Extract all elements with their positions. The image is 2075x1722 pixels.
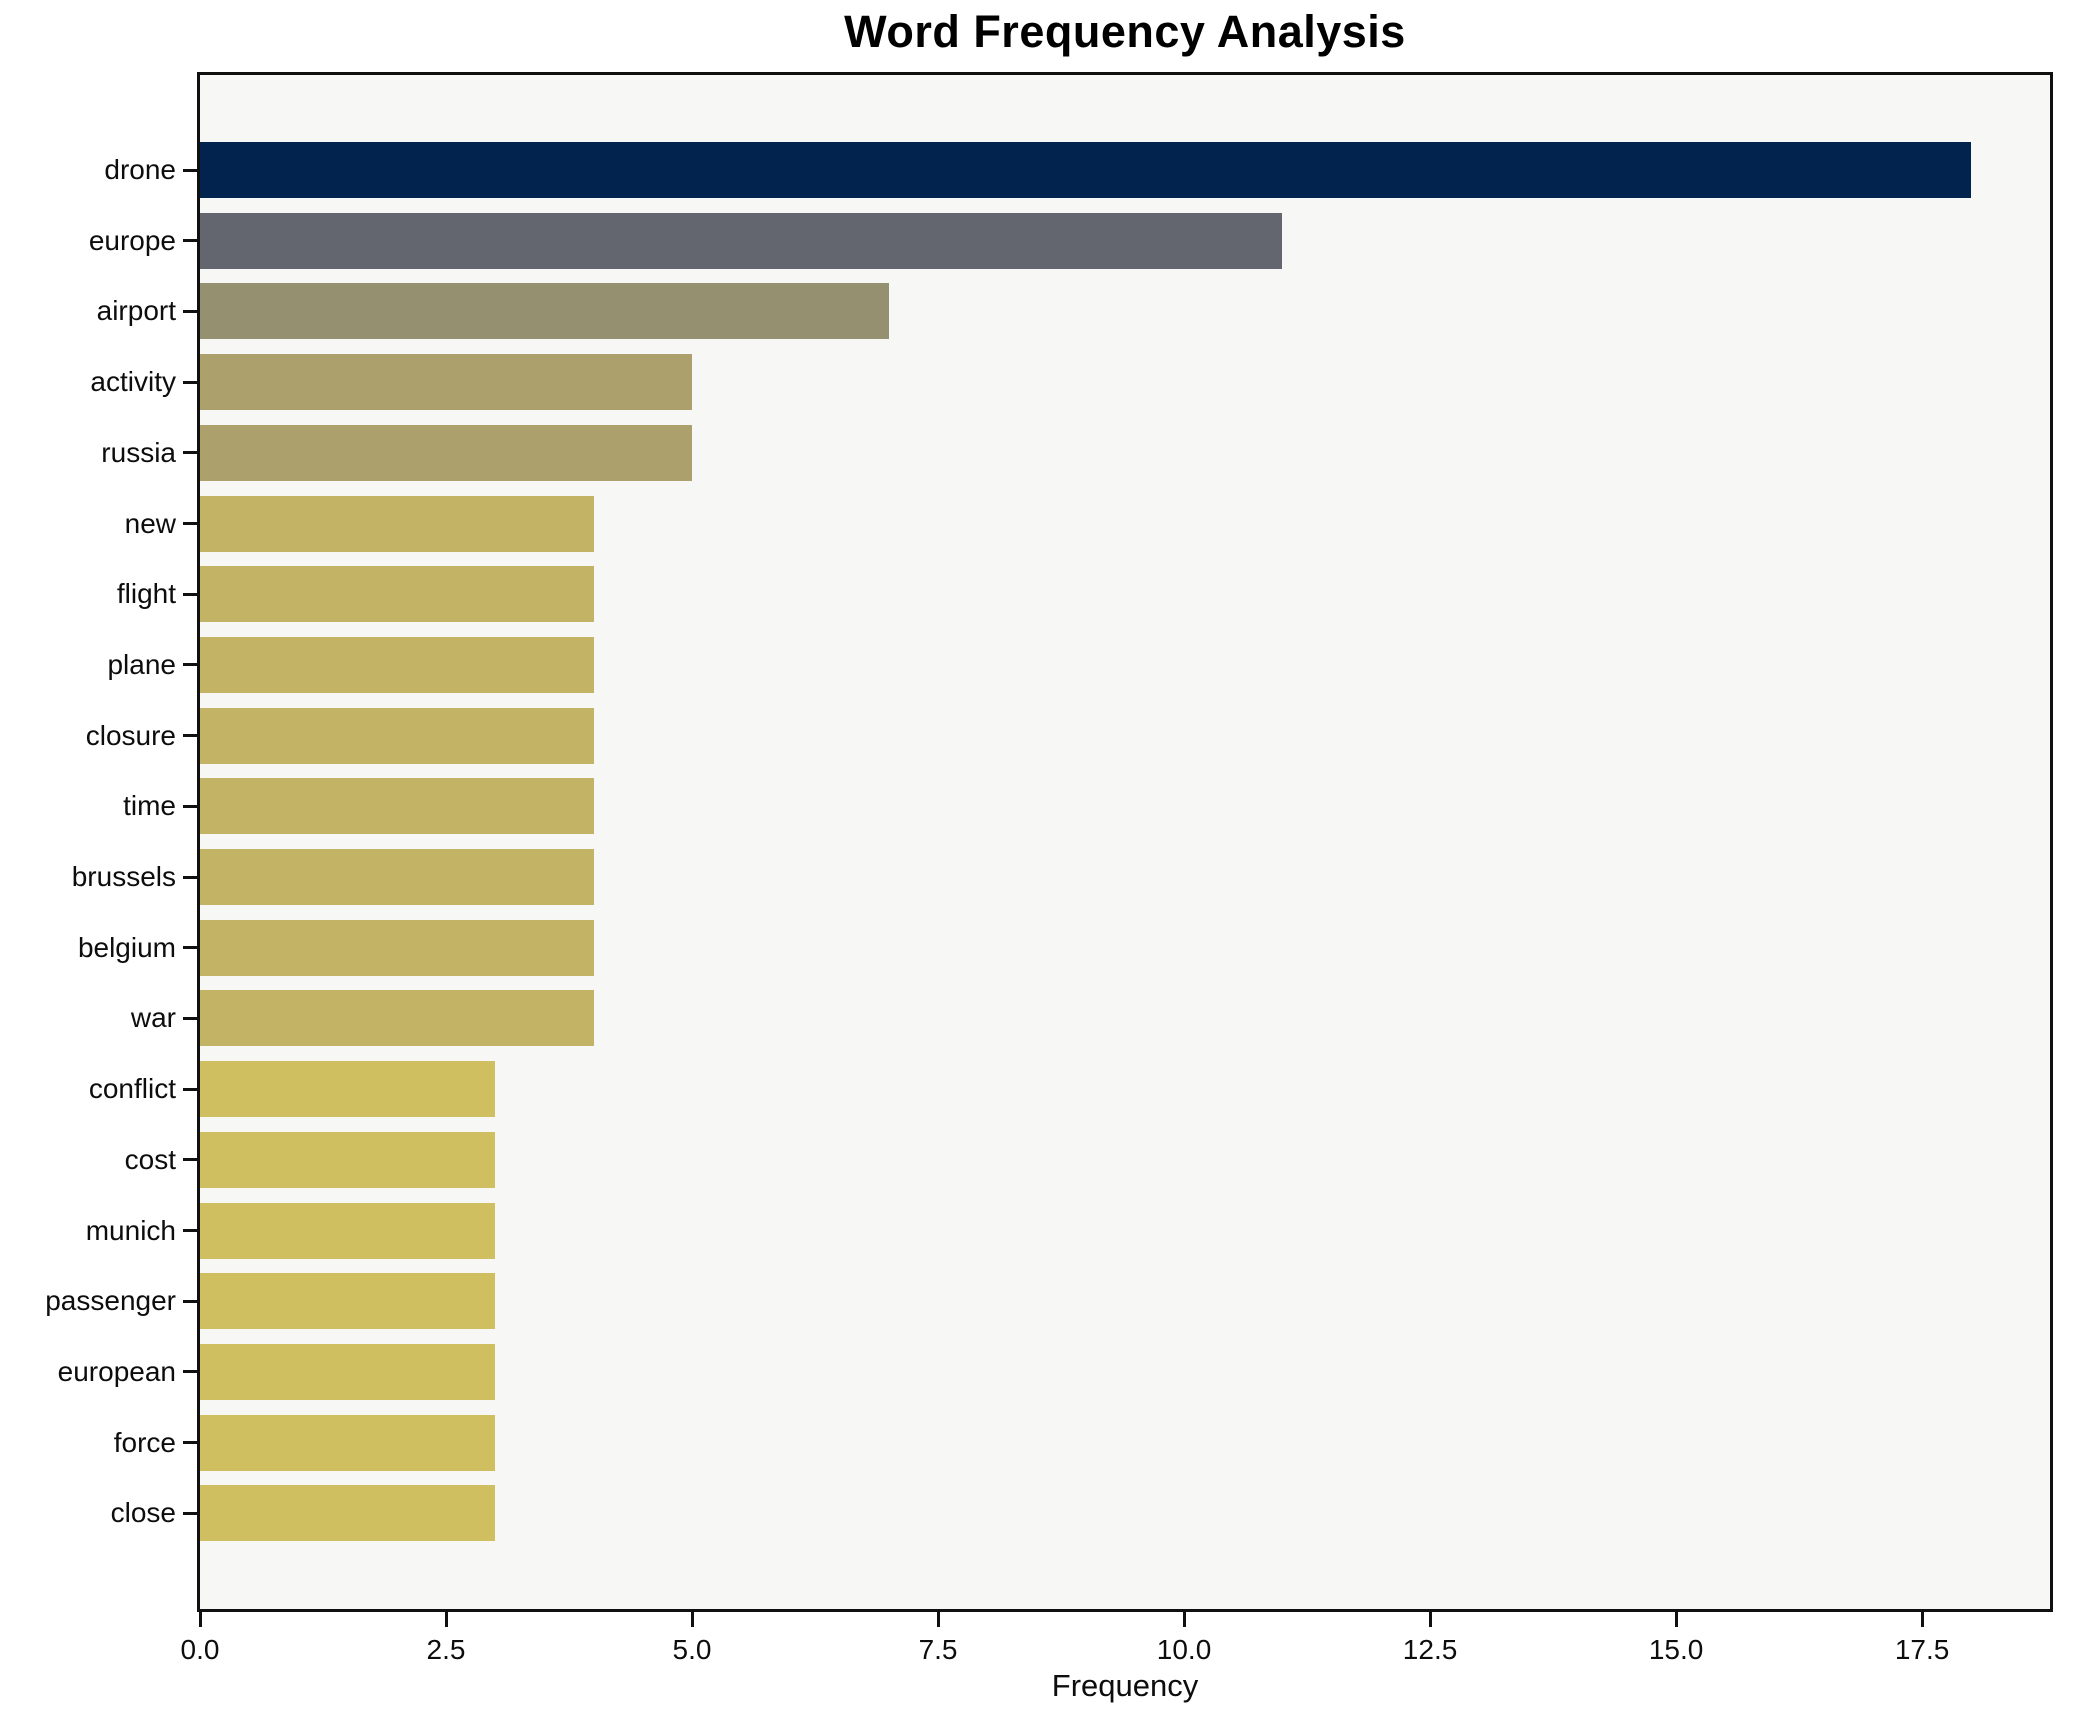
y-tick-label: force [113,1426,176,1458]
x-tick-mark [1182,1612,1186,1627]
bar [200,919,594,976]
y-tick-label: munich [85,1214,176,1246]
y-tick-mark [183,1370,197,1374]
x-tick-label: 5.0 [672,1634,712,1665]
x-axis-label: Frequency [1051,1668,1199,1703]
bar [200,566,594,623]
bar [200,1485,496,1542]
x-tick-label: 15.0 [1648,1634,1704,1665]
bar [200,495,594,552]
y-tick-label: cost [124,1143,176,1175]
y-tick-mark [183,1087,197,1091]
y-tick-mark [183,592,197,596]
y-tick-label: passenger [45,1285,176,1317]
bar [200,424,692,481]
y-tick-mark [183,239,197,243]
x-tick-label: 12.5 [1402,1634,1458,1665]
x-tick-label: 2.5 [426,1634,466,1665]
x-tick-mark [690,1612,694,1627]
bar [200,1273,496,1330]
y-tick-label: close [110,1497,176,1529]
chart-title: Word Frequency Analysis [844,6,1406,57]
bar [200,1131,496,1188]
y-tick-mark [183,380,197,384]
x-tick-label: 7.5 [918,1634,958,1665]
x-tick-mark [444,1612,448,1627]
x-tick-label: 10.0 [1156,1634,1212,1665]
y-tick-label: drone [104,154,176,185]
y-tick-mark [183,946,197,950]
y-tick-mark [183,522,197,525]
bar [200,142,1972,198]
y-tick-label: war [130,1002,176,1034]
bar [200,354,692,411]
y-tick-mark [183,1511,197,1515]
x-tick-mark [1920,1612,1924,1627]
x-tick-mark [936,1612,940,1627]
y-tick-label: europe [88,224,176,256]
x-tick-mark [198,1612,202,1627]
y-tick-mark [183,309,197,313]
bar [200,707,594,764]
bar [200,283,889,340]
y-tick-mark [183,804,197,808]
y-tick-label: conflict [88,1073,176,1105]
bar [200,212,1283,269]
bar [200,1414,496,1471]
y-tick-label: flight [116,578,176,610]
y-tick-mark [183,663,197,667]
y-tick-mark [183,1016,197,1020]
y-tick-mark [183,875,197,879]
bar [200,1061,496,1118]
plot-area [197,72,2053,1612]
y-tick-label: plane [107,648,176,680]
y-tick-mark [183,451,197,455]
bar [200,1202,496,1259]
y-tick-label: time [123,790,176,822]
y-tick-label: russia [101,436,176,468]
y-tick-mark [183,1441,197,1445]
y-tick-label: activity [90,366,176,398]
y-tick-label: closure [85,719,176,751]
y-tick-mark [183,168,197,172]
bar [200,778,594,835]
x-tick-mark [1428,1612,1432,1627]
x-tick-label: 0.0 [180,1634,220,1665]
bar [200,1343,496,1400]
x-tick-label: 17.5 [1894,1634,1950,1665]
y-tick-label: belgium [77,931,176,963]
x-tick-mark [1674,1612,1678,1627]
y-tick-label: airport [96,295,176,327]
y-tick-mark [183,1299,197,1303]
y-tick-label: brussels [71,861,176,892]
y-tick-mark [183,1158,197,1162]
y-tick-mark [183,1229,197,1232]
bar [200,636,594,693]
y-tick-label: european [57,1355,176,1387]
bar [200,849,594,905]
bar [200,990,594,1047]
y-tick-mark [183,734,197,738]
y-tick-label: new [124,507,176,539]
